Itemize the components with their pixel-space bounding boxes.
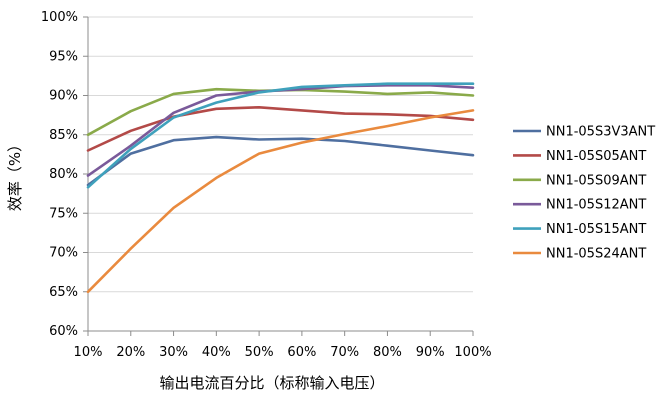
legend: NN1-05S3V3ANT NN1-05S05ANT NN1-05S09ANT NN1… xyxy=(513,125,655,262)
y-tick-label: 100% xyxy=(41,10,78,25)
y-tick-label: 80% xyxy=(49,167,78,182)
x-tick-label: 20% xyxy=(116,345,145,360)
series-line-nn1-05s24ant xyxy=(86,109,475,294)
x-tick-label: 10% xyxy=(74,345,103,360)
legend-label: NN1-05S05ANT xyxy=(546,149,646,164)
x-tick-label: 80% xyxy=(373,345,402,360)
x-tick-label: 100% xyxy=(454,345,491,360)
x-tick-label: 70% xyxy=(330,345,359,360)
series-line-nn1-05s05ant xyxy=(86,106,475,152)
series-line-nn1-05s15ant xyxy=(86,82,475,189)
y-tick-label: 60% xyxy=(49,324,78,339)
y-tick-label: 85% xyxy=(49,128,78,143)
y-tick-label: 65% xyxy=(49,285,78,300)
y-tick-label: 90% xyxy=(49,89,78,104)
x-tick-label: 60% xyxy=(287,345,316,360)
axis-layer xyxy=(83,16,474,336)
y-tick-label: 95% xyxy=(49,49,78,64)
legend-label: NN1-05S3V3ANT xyxy=(546,125,655,140)
series-line-nn1-05s09ant xyxy=(86,87,475,137)
series-layer xyxy=(86,82,475,294)
y-tick-labels: 60% 65% 70% 75% 80% 85% 90% 95% 100% xyxy=(41,10,78,339)
legend-label: NN1-05S24ANT xyxy=(546,247,646,262)
y-axis-title: 效率（%） xyxy=(6,137,24,211)
series-line-nn1-05s3v3ant xyxy=(86,135,475,187)
x-tick-label: 40% xyxy=(202,345,231,360)
series-line-nn1-05s12ant xyxy=(86,84,475,177)
legend-label: NN1-05S12ANT xyxy=(546,198,646,213)
x-tick-label: 50% xyxy=(245,345,274,360)
y-tick-label: 75% xyxy=(49,206,78,221)
x-tick-label: 90% xyxy=(416,345,445,360)
legend-label: NN1-05S09ANT xyxy=(546,173,646,188)
legend-label: NN1-05S15ANT xyxy=(546,222,646,237)
grid-layer xyxy=(88,16,473,293)
x-tick-labels: 10% 20% 30% 40% 50% 60% 70% 80% 90% 100% xyxy=(74,345,492,360)
x-axis-title: 输出电流百分比（标称输入电压） xyxy=(159,374,384,392)
x-tick-label: 30% xyxy=(159,345,188,360)
y-tick-label: 70% xyxy=(49,246,78,261)
